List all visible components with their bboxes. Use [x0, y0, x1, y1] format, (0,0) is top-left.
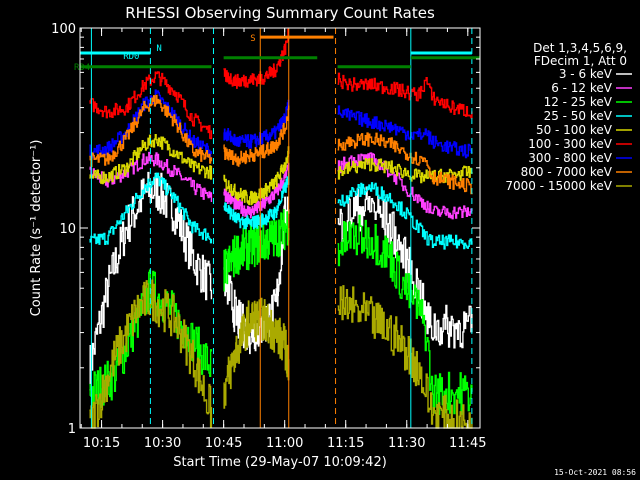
legend: Det 1,3,4,5,6,9,FDecim 1, Att 03 - 6 keV… — [505, 41, 632, 193]
series-trace-50to100keV-seg2 — [223, 146, 290, 206]
series-trace-300to800keV-seg2 — [223, 99, 290, 149]
y-tick-label: 100 — [51, 22, 76, 37]
series-trace-800to7000keV-seg3 — [337, 132, 473, 195]
flag-label-s: S — [250, 34, 255, 44]
x-tick-label: 10:15 — [83, 436, 120, 451]
chart-title: RHESSI Observing Summary Count Rates — [125, 4, 435, 22]
series-trace-800to7000keV-seg2 — [223, 105, 290, 167]
series-trace-300to800keV-seg3 — [337, 105, 473, 159]
x-tick-label: 10:45 — [205, 436, 242, 451]
legend-label: 12 - 25 keV — [544, 95, 613, 109]
series-trace-800to7000keV-seg1 — [89, 94, 213, 167]
flag-label-n: N — [156, 44, 161, 54]
axes: 1 10 100 10:15 10:30 10:45 11:00 11:15 11:30 11:4… — [51, 22, 486, 451]
series-trace-7000to15000keV-seg2 — [223, 297, 290, 409]
legend-label: 50 - 100 keV — [536, 123, 613, 137]
legend-label: 300 - 800 keV — [528, 151, 612, 165]
y-tick-label: 1 — [68, 422, 76, 437]
legend-label: 100 - 300 keV — [528, 137, 612, 151]
x-tick-label: 11:45 — [449, 436, 486, 451]
x-axis-label: Start Time (29-May-07 10:09:42) — [173, 455, 387, 470]
legend-label: 25 - 50 keV — [544, 109, 613, 123]
legend-label: 800 - 7000 keV — [521, 165, 613, 179]
flag-label-rd4: RD4 — [74, 63, 90, 73]
legend-header-line: Det 1,3,4,5,6,9, — [533, 41, 627, 55]
series-trace-100to300keV-seg1 — [89, 71, 213, 140]
series-trace-25to50keV-seg1 — [89, 172, 213, 245]
legend-label: 7000 - 15000 keV — [505, 179, 612, 193]
x-tick-label: 11:30 — [388, 436, 425, 451]
y-axis-label: Count Rate (s⁻¹ detector⁻¹) — [29, 140, 44, 317]
flag-label-rd0: RD0 — [123, 52, 139, 62]
series-trace-3to6keV-seg3 — [337, 186, 473, 349]
series-trace-100to300keV-seg2 — [223, 28, 290, 89]
series-trace-50to100keV-seg3 — [337, 158, 473, 184]
plot-area: RD0 N RD4 S — [74, 28, 480, 429]
legend-label: 6 - 12 keV — [551, 81, 613, 95]
series-trace-25to50keV-seg2 — [223, 172, 290, 230]
series-trace-25to50keV-seg3 — [337, 182, 473, 250]
legend-header-line: FDecim 1, Att 0 — [534, 54, 627, 68]
y-tick-label: 10 — [59, 222, 76, 237]
series-trace-100to300keV-seg3 — [337, 72, 473, 119]
x-tick-label: 11:15 — [327, 436, 364, 451]
series-trace-12to25keV-seg3 — [337, 214, 473, 415]
timestamp: 15-Oct-2021 08:56 — [554, 468, 636, 477]
x-tick-label: 10:30 — [144, 436, 181, 451]
x-tick-label: 11:00 — [266, 436, 303, 451]
legend-label: 3 - 6 keV — [559, 67, 613, 81]
